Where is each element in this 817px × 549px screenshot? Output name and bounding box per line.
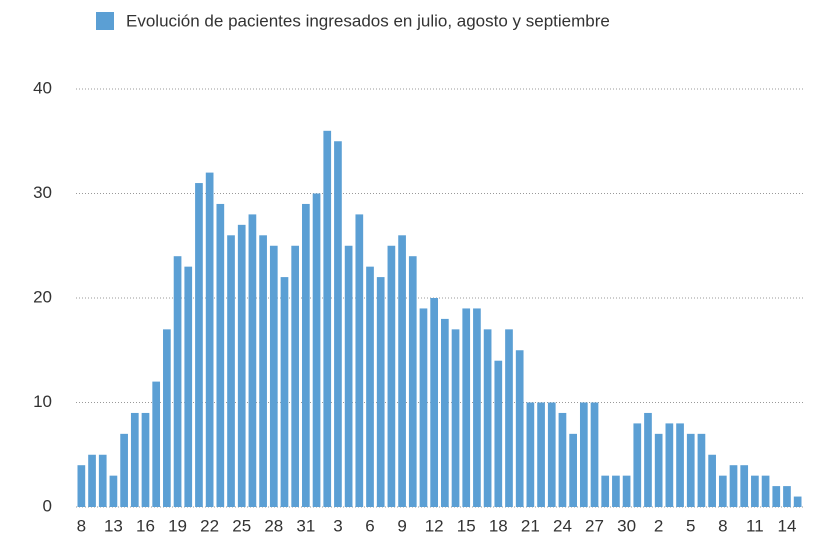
bar [291, 245, 300, 507]
bar [98, 454, 107, 507]
bar [740, 465, 749, 507]
bar [633, 423, 642, 507]
bar [526, 402, 535, 507]
bar [547, 402, 556, 507]
bar [237, 224, 246, 507]
bar [376, 277, 385, 507]
bar [141, 412, 150, 507]
bar [173, 256, 182, 507]
bar [761, 475, 770, 507]
bar [344, 245, 353, 507]
x-tick-label: 18 [489, 516, 508, 535]
bar [280, 277, 289, 507]
bar [430, 298, 439, 507]
legend-swatch [96, 12, 114, 30]
bar [729, 465, 738, 507]
bar [195, 183, 203, 508]
x-tick-label: 5 [686, 516, 695, 535]
bar [130, 412, 139, 507]
x-tick-label: 2 [654, 516, 663, 535]
bar [312, 193, 321, 507]
bar [451, 329, 460, 507]
x-tick-label: 13 [104, 516, 123, 535]
x-tick-label: 27 [585, 516, 604, 535]
x-tick-label: 24 [553, 516, 572, 535]
bar [109, 475, 118, 507]
bar [163, 329, 171, 507]
x-tick-label: 16 [136, 516, 155, 535]
bar [612, 475, 620, 507]
bar [227, 235, 235, 508]
x-tick-label: 8 [77, 516, 86, 535]
bar [569, 433, 577, 507]
bar [505, 329, 513, 507]
bar [515, 350, 524, 507]
x-tick-label: 30 [617, 516, 636, 535]
x-tick-label: 25 [232, 516, 251, 535]
bar [494, 360, 503, 507]
bar [184, 266, 193, 507]
bar [665, 423, 674, 507]
y-tick-label: 10 [33, 392, 52, 411]
bar [323, 130, 332, 508]
bar [718, 475, 727, 507]
bar [259, 235, 267, 508]
bar [269, 245, 278, 507]
bar [408, 256, 417, 507]
bar [783, 486, 791, 507]
bar [558, 412, 567, 507]
bar [302, 203, 310, 507]
x-tick-label: 31 [296, 516, 315, 535]
bar [419, 308, 428, 507]
bar [751, 475, 759, 507]
bar [216, 203, 225, 507]
x-tick-label: 11 [746, 516, 764, 535]
bar [537, 402, 545, 507]
bar [88, 454, 96, 507]
bar [622, 475, 631, 507]
bar [654, 433, 663, 507]
x-tick-label: 8 [718, 516, 727, 535]
x-tick-label: 21 [521, 516, 540, 535]
bar [398, 235, 406, 508]
bar [355, 214, 364, 507]
x-tick-label: 19 [168, 516, 187, 535]
legend-label: Evolución de pacientes ingresados en jul… [126, 11, 610, 30]
y-tick-label: 20 [33, 287, 52, 306]
bar [334, 141, 342, 507]
bar [793, 496, 802, 507]
bar [152, 381, 161, 507]
bar [676, 423, 684, 507]
x-tick-label: 15 [457, 516, 476, 535]
bar [708, 454, 716, 507]
bar [590, 402, 599, 507]
bar [579, 402, 588, 507]
bar [644, 412, 652, 507]
bar [462, 308, 471, 507]
x-tick-label: 14 [778, 516, 797, 535]
bar [772, 486, 781, 507]
x-tick-label: 9 [397, 516, 406, 535]
x-tick-label: 6 [365, 516, 374, 535]
bar [248, 214, 257, 507]
bar [601, 475, 610, 507]
y-tick-label: 30 [33, 183, 52, 202]
bar [483, 329, 492, 507]
bar [366, 266, 374, 507]
bar [387, 245, 396, 507]
bar [686, 433, 695, 507]
y-tick-label: 0 [43, 496, 52, 515]
x-tick-label: 3 [333, 516, 342, 535]
bar [697, 433, 706, 507]
x-tick-label: 22 [200, 516, 219, 535]
bar [473, 308, 481, 507]
x-tick-label: 28 [264, 516, 283, 535]
x-tick-label: 12 [425, 516, 444, 535]
bar [440, 318, 449, 507]
bar [77, 465, 86, 507]
y-tick-label: 40 [33, 78, 52, 97]
bar [120, 433, 128, 507]
bar [205, 172, 214, 507]
